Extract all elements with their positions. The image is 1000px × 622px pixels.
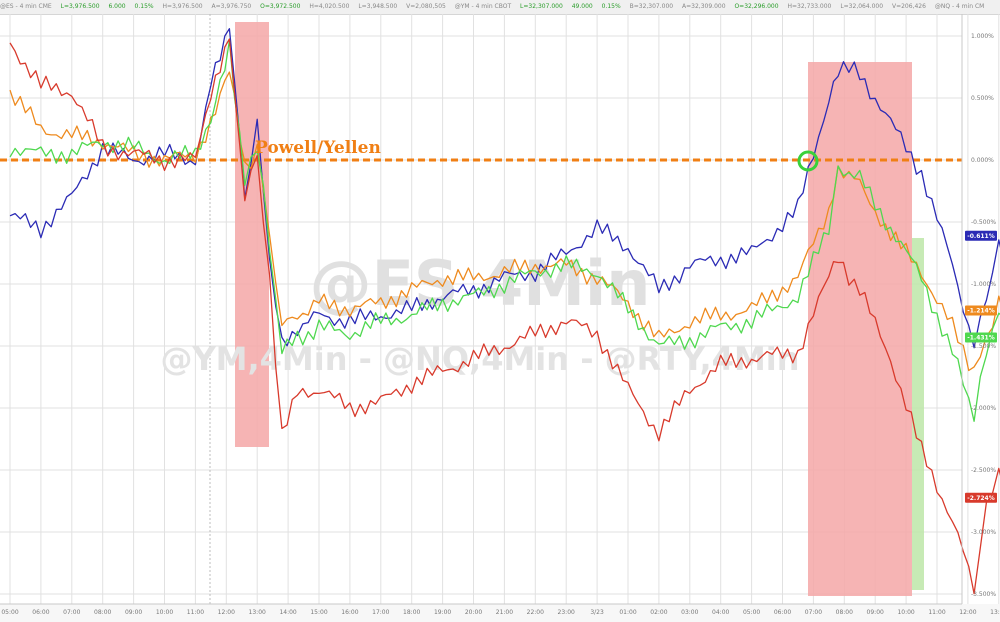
es-open: O=3,972.500 (260, 3, 301, 10)
y-tick-label: -0.500% (971, 219, 996, 226)
ym-last: L=32,307.000 (520, 3, 563, 10)
es-session-low: L=3,948.500 (358, 3, 398, 10)
highlight-band (808, 62, 912, 596)
es-ask: A=3,976.750 (211, 3, 252, 10)
es-symbol: @ES - 4 min CME (0, 3, 52, 10)
watermark-layer: @ES 4Min @YM,4Min - @NQ,4Min - @RTY,4Min (160, 247, 799, 378)
x-tick-label: 21:00 (496, 609, 513, 616)
x-tick-label: 12:00 (218, 609, 235, 616)
es-change: 6.000 (108, 3, 126, 10)
y-tick-label: -2.500% (971, 467, 996, 474)
y-tick-label: -1.000% (971, 281, 996, 288)
end-value-tag (965, 230, 997, 241)
x-tick-label: 19:00 (434, 609, 451, 616)
x-tick-label: 10:00 (156, 609, 173, 616)
end-value-tag (965, 332, 997, 343)
ym-session-high: H=32,733.000 (787, 3, 832, 10)
x-tick-label: 05:00 (743, 609, 760, 616)
es-percent: 0.15% (134, 3, 154, 10)
end-value-tag (965, 305, 997, 316)
series-layer (9, 28, 1000, 595)
powell-yellen-annotation: Powell/Yellen (255, 138, 381, 158)
ym-ask: A=32,309.000 (682, 3, 726, 10)
x-tick-label: 16:00 (341, 609, 358, 616)
watermark-sub: @YM,4Min - @NQ,4Min - @RTY,4Min (160, 340, 799, 378)
end-value-tags: -0.611% -1.214% -1.431% -2.724% (965, 230, 997, 503)
x-tick-label: 17:00 (372, 609, 389, 616)
nq-symbol: @NQ - 4 min CM (934, 3, 985, 10)
es-volume: V=2,080,505 (406, 3, 446, 10)
ym-open: O=32,296.000 (734, 3, 779, 10)
series-line (9, 28, 1000, 349)
x-tick-label: 11:00 (928, 609, 945, 616)
x-tick-label: 07:00 (805, 609, 822, 616)
x-tick-label: 05:00 (1, 609, 18, 616)
annotation-layer: Powell/Yellen (255, 138, 819, 172)
axis-layer: 05:00 06:00 07:00 08:00 09:00 10:00 11:00 12:00… (0, 14, 1000, 622)
x-tick-label: 3/23 (590, 609, 604, 616)
y-tick-label: -3.500% (971, 591, 996, 598)
x-tick-label: 22:00 (527, 609, 544, 616)
x-tick-label: 02:00 (650, 609, 667, 616)
x-tick-label: 15:00 (310, 609, 327, 616)
highlight-band (235, 22, 269, 447)
event-circle-marker (797, 150, 819, 172)
end-value-tag (965, 492, 997, 503)
x-tick-label: 03:00 (681, 609, 698, 616)
es-last: L=3,976.500 (60, 3, 100, 10)
ym-symbol: @YM - 4 min CBOT (454, 3, 512, 10)
x-tick-label: 08:00 (94, 609, 111, 616)
end-value-label: -0.611% (967, 233, 994, 240)
ym-bid: B=32,307.000 (629, 3, 674, 10)
ym-session-low: L=32,064.000 (840, 3, 884, 10)
series-line (9, 39, 1000, 422)
watermark-main: @ES 4Min (310, 247, 651, 320)
y-tick-label: 0.000% (971, 157, 994, 164)
y-tick-label: 0.500% (971, 95, 994, 102)
highlight-band (912, 238, 924, 590)
y-tick-label: -3.000% (971, 529, 996, 536)
x-tick-label: 18:00 (403, 609, 420, 616)
x-tick-label: 06:00 (32, 609, 49, 616)
x-axis-band (0, 604, 1000, 622)
es-session-high: H=4,020.500 (309, 3, 350, 10)
y-tick-label: 1.000% (971, 33, 994, 40)
x-tick-label: 01:00 (619, 609, 636, 616)
series-line (9, 38, 1000, 595)
symbol-header-bar: @ES - 4 min CME L=3,976.500 6.000 0.15% … (0, 0, 1000, 15)
x-tick-label: 13:00 (990, 609, 1000, 616)
x-tick-label: 20:00 (465, 609, 482, 616)
ym-change: 49.000 (571, 3, 593, 10)
x-tick-label: 08:00 (836, 609, 853, 616)
end-value-label: -1.431% (967, 334, 994, 341)
highlight-layer (235, 22, 924, 596)
x-tick-label: 23:00 (558, 609, 575, 616)
x-tick-label: 12:00 (959, 609, 976, 616)
x-tick-label: 14:00 (279, 609, 296, 616)
ym-volume: V=206,426 (891, 3, 926, 10)
y-tick-label: -2.000% (971, 405, 996, 412)
x-tick-label: 11:00 (187, 609, 204, 616)
x-tick-label: 09:00 (125, 609, 142, 616)
x-tick-label: 10:00 (897, 609, 914, 616)
x-tick-label: 13:00 (249, 609, 266, 616)
ym-percent: 0.15% (601, 3, 621, 10)
end-value-label: -2.724% (967, 495, 994, 502)
x-tick-label: 06:00 (774, 609, 791, 616)
y-tick-label: -1.500% (971, 343, 996, 350)
x-tick-label: 04:00 (712, 609, 729, 616)
x-tick-label: 07:00 (63, 609, 80, 616)
es-high: H=3,976.500 (162, 3, 203, 10)
x-tick-label: 09:00 (867, 609, 884, 616)
end-value-label: -1.214% (967, 308, 994, 315)
